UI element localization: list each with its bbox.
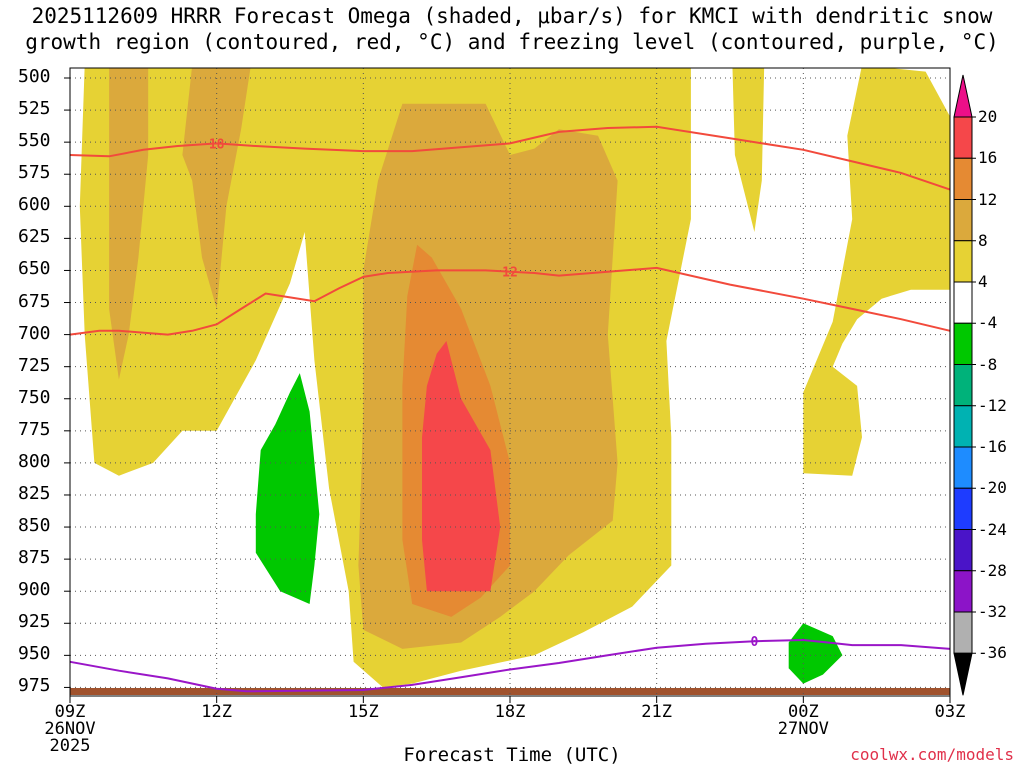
- y-tick-label: 700: [18, 322, 51, 344]
- shade-4-8-column: [732, 68, 765, 232]
- x-tick-label: 00Z: [787, 702, 819, 722]
- y-tick-label: 975: [18, 675, 51, 697]
- colorbar-label: 16: [978, 148, 998, 168]
- x-tick-year: 2025: [49, 736, 91, 756]
- colorbar-segment: [953, 405, 973, 448]
- y-tick-label: 675: [18, 290, 51, 312]
- colorbar-segment: [953, 322, 973, 365]
- y-tick-label: 825: [18, 482, 51, 504]
- shade-16-20: [422, 341, 501, 592]
- y-tick-label: 800: [18, 450, 51, 472]
- x-tick-date: 26NOV: [44, 719, 96, 739]
- x-axis-ticks: [69, 696, 951, 703]
- colorbar-label: -32: [978, 602, 1007, 621]
- y-tick-label: 525: [18, 98, 51, 120]
- colorbar-segment: [953, 570, 973, 613]
- x-tick-label: 09Z: [54, 702, 86, 722]
- y-tick-label: 750: [18, 386, 51, 408]
- contour-line: [69, 266, 951, 336]
- colorbar-label: -24: [978, 519, 1007, 539]
- colorbar-segment: [953, 364, 973, 407]
- credit-link[interactable]: coolwx.com/models: [850, 745, 1014, 764]
- colorbar-label: -36: [978, 643, 1007, 663]
- chart-title-line2: growth region (contoured, red, °C) and f…: [25, 30, 999, 54]
- y-tick-label: 650: [18, 258, 51, 280]
- colorbar-label: 4: [978, 272, 988, 291]
- colorbar-label: -12: [978, 395, 1007, 415]
- colorbar-label: -20: [978, 478, 1007, 498]
- y-tick-label: 875: [18, 547, 51, 569]
- y-tick-label: 600: [18, 194, 51, 216]
- shade-8-12-left-lobe: [109, 68, 149, 380]
- contour-label: 0: [751, 635, 759, 650]
- y-tick-label: 950: [18, 643, 51, 665]
- colorbar-segment: [953, 529, 973, 572]
- colorbar-label: -28: [978, 560, 1007, 580]
- x-tick-label: 18Z: [494, 702, 526, 722]
- y-tick-label: 575: [18, 162, 51, 184]
- y-tick-label: 550: [18, 130, 51, 152]
- y-tick-label: 850: [18, 515, 51, 537]
- colorbar-label: 12: [978, 189, 998, 209]
- shade-neg4-8-right: [788, 623, 843, 684]
- colorbar-segment: [953, 487, 973, 530]
- x-tick-label: 03Z: [934, 702, 966, 722]
- colorbar-top-triangle: [953, 74, 973, 118]
- x-tick-label: 15Z: [347, 702, 379, 722]
- y-tick-label: 500: [18, 66, 51, 87]
- colorbar-bottom-triangle: [953, 652, 973, 696]
- x-tick-date: 27NOV: [777, 719, 829, 739]
- colorbar-label: 20: [978, 107, 998, 126]
- colorbar-segment: [953, 240, 973, 283]
- omega-shading: [79, 68, 950, 688]
- contour-lines: 18 12 0: [69, 125, 951, 693]
- contour-label: 18: [209, 137, 225, 152]
- colorbar-segment: [953, 157, 973, 200]
- gridlines: [70, 68, 950, 696]
- contour-label: 12: [502, 266, 518, 281]
- y-tick-label: 725: [18, 354, 51, 376]
- x-tick-label: 21Z: [641, 702, 673, 722]
- contour-line: [69, 125, 951, 191]
- y-axis-ticks: [64, 77, 70, 688]
- colorbar-segment: [953, 446, 973, 489]
- y-tick-label: 625: [18, 226, 51, 248]
- ground-strip: [70, 688, 950, 695]
- contour-line: [69, 638, 951, 693]
- colorbar: [953, 74, 976, 696]
- shade-4-8-right: [803, 68, 950, 476]
- colorbar-segment: [953, 611, 973, 654]
- y-tick-label: 925: [18, 611, 51, 633]
- y-tick-label: 775: [18, 418, 51, 440]
- colorbar-label: -8: [978, 354, 998, 374]
- colorbar-label: 8: [978, 230, 988, 250]
- colorbar-label: -4: [978, 313, 998, 333]
- colorbar-segment: [953, 281, 973, 324]
- y-tick-label: 900: [18, 579, 51, 601]
- x-axis-title: Forecast Time (UTC): [403, 744, 621, 766]
- shade-neg4-8-left: [255, 373, 320, 604]
- colorbar-segment: [953, 199, 973, 242]
- colorbar-label: -16: [978, 437, 1007, 456]
- x-tick-label: 12Z: [201, 702, 233, 722]
- colorbar-segment: [953, 116, 973, 159]
- chart-title-line1: 2025112609 HRRR Forecast Omega (shaded, …: [31, 4, 993, 28]
